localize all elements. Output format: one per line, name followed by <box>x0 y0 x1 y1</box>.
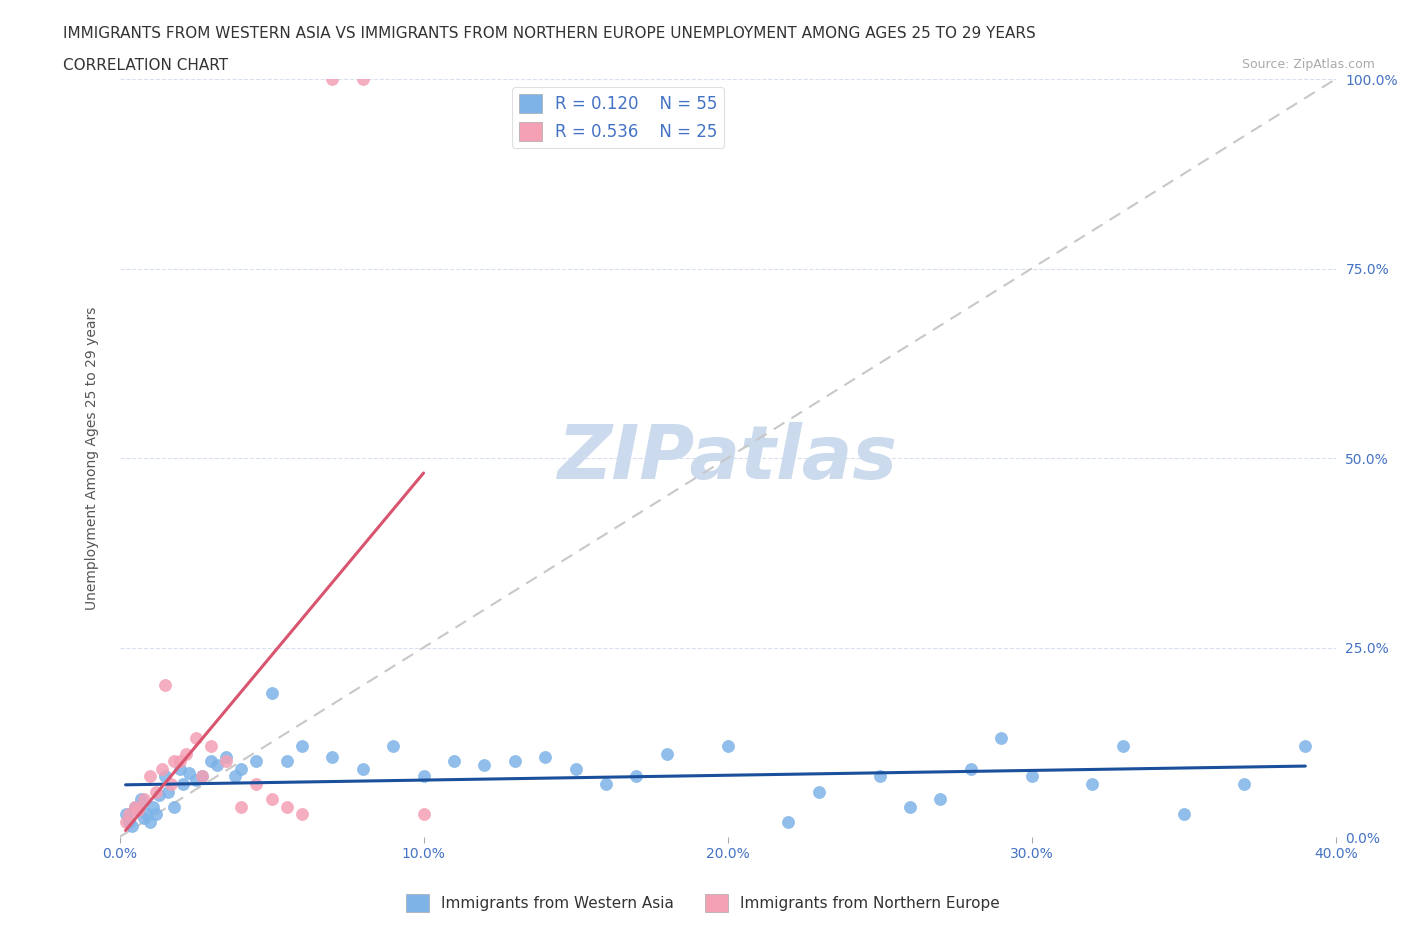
Point <box>224 769 246 784</box>
Point <box>472 758 496 773</box>
Point <box>778 815 800 830</box>
Point <box>190 769 212 784</box>
Point <box>124 799 146 814</box>
Point <box>135 807 157 822</box>
Point <box>121 818 143 833</box>
Point <box>200 753 222 768</box>
Point <box>139 769 162 784</box>
Y-axis label: Unemployment Among Ages 25 to 29 years: Unemployment Among Ages 25 to 29 years <box>84 306 98 610</box>
Point <box>200 738 222 753</box>
Text: CORRELATION CHART: CORRELATION CHART <box>63 58 228 73</box>
Text: IMMIGRANTS FROM WESTERN ASIA VS IMMIGRANTS FROM NORTHERN EUROPE UNEMPLOYMENT AMO: IMMIGRANTS FROM WESTERN ASIA VS IMMIGRAN… <box>63 26 1036 41</box>
Point <box>1173 807 1195 822</box>
Point <box>142 799 165 814</box>
Point <box>172 777 194 791</box>
Point <box>190 769 212 784</box>
Point <box>163 753 186 768</box>
Point <box>276 799 298 814</box>
Point <box>145 784 167 799</box>
Point <box>869 769 891 784</box>
Point <box>260 791 283 806</box>
Point <box>321 750 343 764</box>
Point <box>163 799 186 814</box>
Point <box>990 731 1012 746</box>
Point <box>205 758 228 773</box>
Point <box>276 753 298 768</box>
Point <box>176 746 198 761</box>
Point <box>352 72 374 86</box>
Point <box>412 769 434 784</box>
Point <box>153 678 176 693</box>
Point <box>245 777 267 791</box>
Point <box>127 803 149 817</box>
Point <box>150 762 173 777</box>
Point <box>1112 738 1135 753</box>
Point <box>1081 777 1104 791</box>
Point <box>352 762 374 777</box>
Point <box>626 769 648 784</box>
Point <box>291 807 314 822</box>
Text: ZIPatlas: ZIPatlas <box>558 421 897 495</box>
Legend: R = 0.120    N = 55, R = 0.536    N = 25: R = 0.120 N = 55, R = 0.536 N = 25 <box>512 87 724 148</box>
Point <box>960 762 983 777</box>
Point <box>1233 777 1256 791</box>
Point <box>534 750 557 764</box>
Point <box>132 811 155 826</box>
Point <box>443 753 465 768</box>
Point <box>215 753 238 768</box>
Point <box>382 738 405 753</box>
Point <box>215 750 238 764</box>
Point <box>231 799 253 814</box>
Point <box>184 731 207 746</box>
Text: Source: ZipAtlas.com: Source: ZipAtlas.com <box>1241 58 1375 71</box>
Point <box>124 799 146 814</box>
Point <box>291 738 314 753</box>
Point <box>114 815 136 830</box>
Legend: Immigrants from Western Asia, Immigrants from Northern Europe: Immigrants from Western Asia, Immigrants… <box>401 888 1005 918</box>
Point <box>321 72 343 86</box>
Point <box>503 753 526 768</box>
Point <box>157 784 180 799</box>
Point <box>260 685 283 700</box>
Point <box>184 773 207 788</box>
Point <box>160 777 183 791</box>
Point <box>717 738 740 753</box>
Point <box>145 807 167 822</box>
Point <box>655 746 678 761</box>
Point <box>132 791 155 806</box>
Point <box>148 788 170 803</box>
Point <box>898 799 921 814</box>
Point <box>169 753 191 768</box>
Point <box>169 762 191 777</box>
Point <box>412 807 434 822</box>
Point <box>807 784 830 799</box>
Point <box>127 803 149 817</box>
Point <box>153 769 176 784</box>
Point <box>564 762 586 777</box>
Point <box>1021 769 1043 784</box>
Point <box>231 762 253 777</box>
Point <box>114 807 136 822</box>
Point <box>117 815 139 830</box>
Point <box>929 791 952 806</box>
Point <box>179 765 201 780</box>
Point <box>245 753 267 768</box>
Point <box>129 791 152 806</box>
Point <box>1294 738 1316 753</box>
Point <box>139 815 162 830</box>
Point <box>595 777 617 791</box>
Point <box>117 807 139 822</box>
